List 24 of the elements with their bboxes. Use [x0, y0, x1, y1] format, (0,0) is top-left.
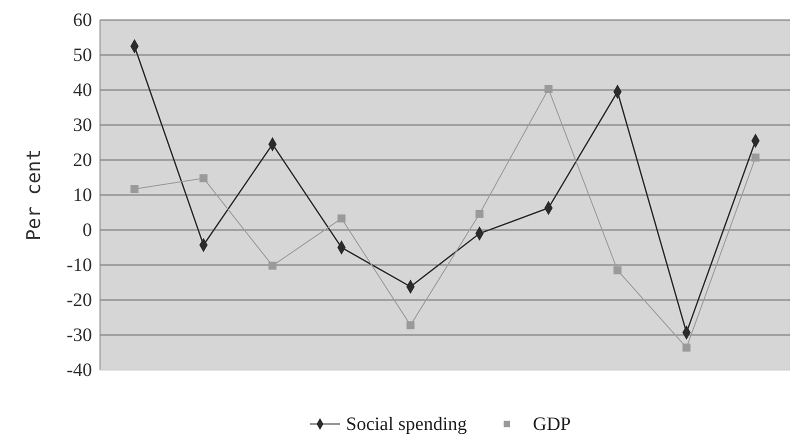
y-axis-title: Per cent: [23, 149, 45, 241]
point: [544, 84, 552, 93]
point: [476, 210, 484, 218]
y-tick-label: -40: [66, 360, 92, 382]
legend-label: GDP: [532, 414, 571, 435]
y-tick-label: 20: [73, 150, 92, 172]
y-tick-label: -20: [66, 290, 92, 312]
y-tick-label: -10: [66, 255, 92, 276]
legend-label: Social spending: [346, 414, 468, 435]
point: [130, 185, 138, 194]
point: [752, 154, 760, 162]
point: [682, 344, 690, 352]
y-tick-label: -30: [66, 325, 92, 346]
y-tick-label: 40: [73, 80, 92, 102]
y-tick-label: 10: [73, 185, 92, 206]
point: [200, 174, 208, 182]
point: [406, 321, 414, 330]
point: [614, 266, 622, 274]
y-tick-label: 0: [82, 220, 92, 242]
point: [268, 262, 276, 270]
y-tick-label: 50: [73, 45, 92, 66]
point: [338, 214, 346, 222]
y-tick-label: 30: [73, 115, 92, 136]
y-tick-label: 60: [73, 10, 92, 32]
